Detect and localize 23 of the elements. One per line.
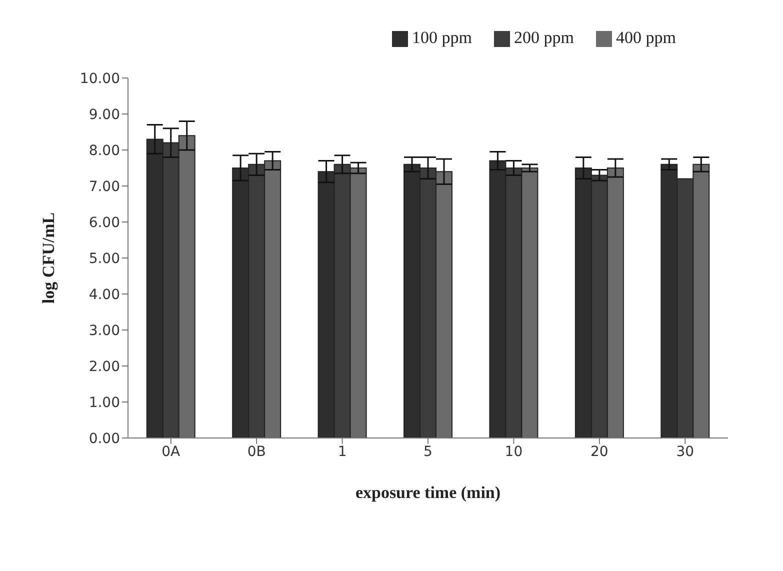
y-tick-label: 5.00 — [88, 250, 120, 267]
y-tick-label: 2.00 — [88, 358, 120, 375]
y-tick-label: 4.00 — [88, 286, 120, 303]
x-tick-label: 0B — [247, 444, 266, 460]
x-axis-title: exposure time (min) — [355, 483, 501, 502]
x-tick-label: 5 — [424, 444, 432, 460]
x-tick-label: 30 — [676, 444, 694, 460]
y-tick-label: 3.00 — [88, 322, 120, 339]
y-tick-label: 1.00 — [88, 394, 120, 411]
x-tick-label: 0A — [162, 444, 181, 460]
legend-label: 400 ppm — [616, 28, 676, 47]
legend-label: 200 ppm — [514, 28, 574, 47]
y-axis-title: log CFU/mL — [39, 212, 58, 304]
y-tick-label: 7.00 — [88, 178, 120, 195]
y-tick-label: 8.00 — [88, 142, 120, 159]
legend-label: 100 ppm — [412, 28, 472, 47]
y-tick-label: 6.00 — [88, 214, 120, 231]
y-tick-label: 9.00 — [88, 106, 120, 123]
y-tick-label: 0.00 — [88, 430, 120, 447]
x-tick-label: 10 — [504, 444, 523, 460]
y-tick-label: 10.00 — [80, 70, 120, 87]
x-tick-label: 1 — [338, 444, 347, 460]
x-tick-label: 20 — [590, 444, 608, 460]
